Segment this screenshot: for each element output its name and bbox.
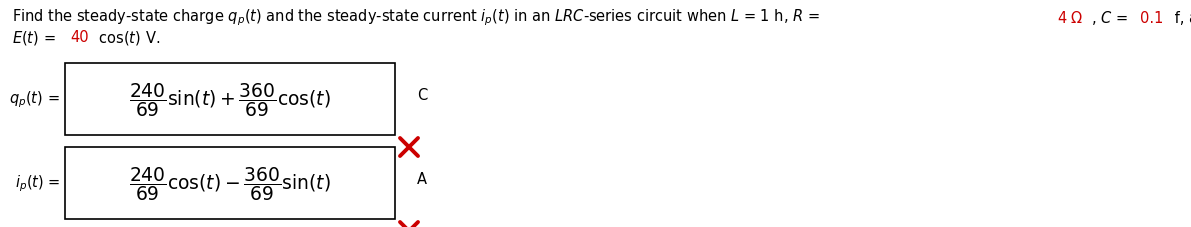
Text: Find the steady-state charge $q_p(t)$ and the steady-state current $i_p(t)$ in a: Find the steady-state charge $q_p(t)$ an… bbox=[12, 8, 822, 28]
Text: f, and: f, and bbox=[1171, 10, 1191, 25]
Text: $\dfrac{240}{69}\cos(t) - \dfrac{360}{69}\sin(t)$: $\dfrac{240}{69}\cos(t) - \dfrac{360}{69… bbox=[129, 164, 331, 202]
Text: 0.1: 0.1 bbox=[1140, 10, 1164, 25]
Text: $q_p(t)$ =: $q_p(t)$ = bbox=[10, 89, 60, 110]
Bar bbox=[66, 147, 395, 219]
Bar bbox=[66, 64, 395, 135]
Text: 40: 40 bbox=[70, 30, 89, 45]
Text: A: A bbox=[417, 172, 428, 187]
Text: $\dfrac{240}{69}\sin(t) + \dfrac{360}{69}\cos(t)$: $\dfrac{240}{69}\sin(t) + \dfrac{360}{69… bbox=[129, 81, 331, 118]
Text: C: C bbox=[417, 88, 428, 103]
Text: $E(t)$ =: $E(t)$ = bbox=[12, 29, 57, 47]
Text: 4 $\Omega$: 4 $\Omega$ bbox=[1056, 10, 1083, 26]
Text: , $C$ =: , $C$ = bbox=[1091, 9, 1129, 27]
Text: $i_p(t)$ =: $i_p(t)$ = bbox=[14, 173, 60, 193]
Text: cos($t$) V.: cos($t$) V. bbox=[94, 29, 161, 47]
